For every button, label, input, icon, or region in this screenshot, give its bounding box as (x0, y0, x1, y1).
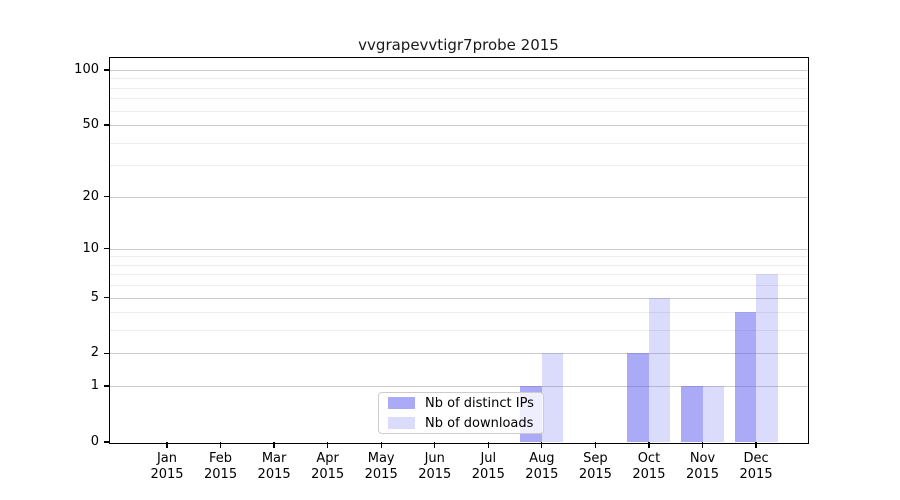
gridline-minor (110, 98, 807, 100)
bar-downloads (648, 297, 671, 442)
bar-distinct-ips (734, 312, 757, 442)
x-tick-label: Jul 2015 (471, 451, 505, 482)
x-tick (327, 442, 329, 448)
legend-entry-distinct-ips: Nb of distinct IPs (388, 396, 543, 411)
bar-downloads (702, 386, 724, 442)
bar-distinct-ips (681, 386, 703, 442)
gridline-minor (110, 110, 807, 112)
x-tick (755, 442, 757, 448)
x-tick-label: Mar 2015 (257, 451, 291, 482)
gridline-minor (110, 78, 807, 80)
gridlines-layer (110, 58, 807, 442)
gridline-major (110, 196, 807, 198)
y-tick (103, 385, 110, 387)
x-tick-label: Aug 2015 (525, 451, 559, 482)
y-tick (103, 195, 110, 198)
chart-title: vvgrapevvtigr7probe 2015 (358, 36, 559, 54)
x-tick-label: Jun 2015 (418, 451, 452, 482)
gridline-minor (110, 274, 807, 276)
y-tick (103, 352, 110, 355)
bar-downloads (541, 353, 564, 442)
y-tick-label: 2 (90, 345, 99, 361)
x-tick (541, 442, 543, 448)
legend-swatch-downloads-icon (388, 417, 415, 429)
y-tick-label: 50 (82, 117, 99, 133)
gridline-major (110, 297, 807, 299)
gridline-major (110, 125, 807, 127)
y-tick (103, 124, 110, 126)
x-tick-label: Jan 2015 (150, 451, 184, 482)
gridline-minor (110, 312, 807, 314)
y-tick-label: 100 (74, 61, 99, 77)
gridline-major (110, 353, 807, 355)
legend-swatch-distinct-ips-icon (388, 397, 415, 409)
legend: Nb of distinct IPs Nb of downloads (378, 392, 544, 434)
gridline-minor (110, 330, 807, 332)
x-tick-label: May 2015 (364, 451, 398, 482)
y-tick-label: 5 (90, 289, 99, 305)
x-tick (380, 442, 382, 448)
x-tick (648, 442, 650, 448)
x-tick (487, 442, 489, 448)
y-tick (103, 69, 110, 71)
x-tick-label: Sep 2015 (578, 451, 612, 482)
gridline-minor (110, 264, 807, 266)
gridline-minor (110, 87, 807, 89)
y-tick-label: 1 (90, 378, 99, 394)
gridline-minor (110, 285, 807, 287)
x-tick (594, 442, 597, 448)
gridline-major (110, 386, 807, 388)
gridline-minor (110, 142, 807, 144)
bars-layer (110, 58, 807, 442)
x-tick-label: Nov 2015 (685, 451, 720, 482)
legend-label-downloads: Nb of downloads (425, 415, 534, 431)
x-tick (701, 442, 704, 448)
x-tick-label: Dec 2015 (739, 451, 773, 482)
y-tick-label: 10 (82, 240, 99, 256)
legend-entry-downloads: Nb of downloads (388, 416, 543, 431)
gridline-major (110, 248, 807, 250)
x-tick (273, 442, 275, 448)
x-tick-label: Oct 2015 (632, 451, 666, 482)
x-tick-label: Apr 2015 (311, 451, 345, 482)
y-tick (103, 441, 110, 443)
x-tick-label: Feb 2015 (204, 451, 238, 482)
x-tick (166, 442, 168, 448)
gridline-minor (110, 165, 807, 167)
x-tick (219, 442, 222, 448)
y-tick-label: 0 (90, 434, 99, 449)
bar-distinct-ips (627, 353, 649, 442)
y-tick-label: 20 (82, 188, 99, 204)
legend-label-distinct-ips: Nb of distinct IPs (425, 395, 534, 411)
y-tick (103, 248, 110, 250)
x-tick (434, 442, 436, 448)
gridline-minor (110, 256, 807, 258)
gridline-major (110, 69, 807, 71)
y-tick (103, 296, 110, 299)
plot-area (108, 56, 809, 444)
bar-downloads (756, 274, 778, 442)
